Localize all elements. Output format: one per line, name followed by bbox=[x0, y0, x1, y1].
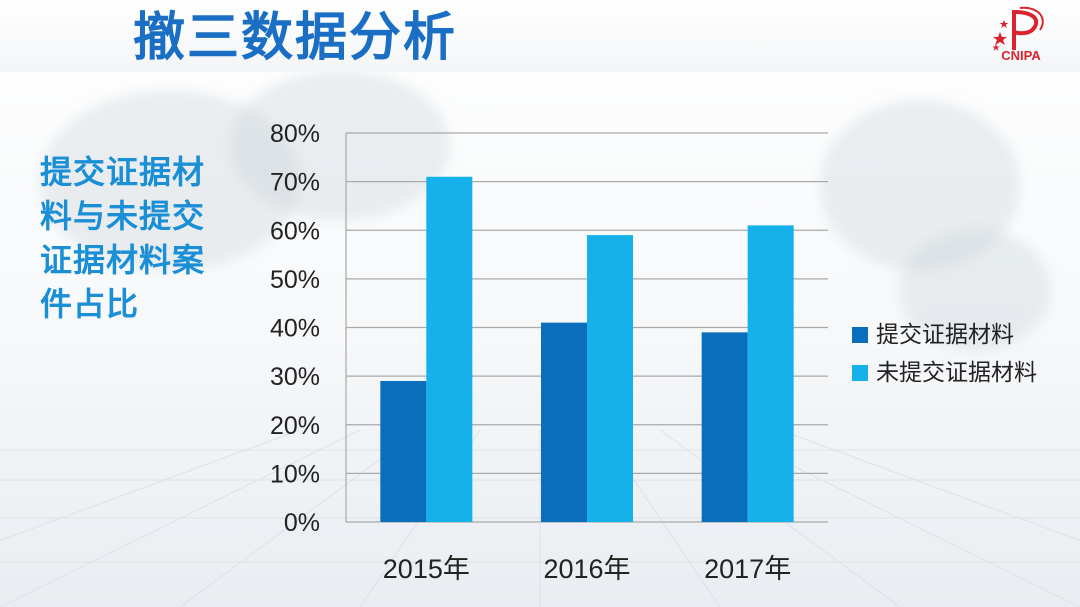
map-decoration bbox=[40, 90, 300, 270]
bar-not-submitted bbox=[587, 235, 633, 523]
legend-label: 提交证据材料 bbox=[876, 321, 1014, 347]
y-tick-label: 80% bbox=[270, 120, 320, 148]
y-tick-label: 30% bbox=[270, 363, 320, 391]
x-tick-label: 2015年 bbox=[383, 554, 470, 584]
x-tick-label: 2016年 bbox=[543, 554, 630, 584]
bar-submitted bbox=[541, 322, 587, 522]
y-tick-label: 10% bbox=[270, 460, 320, 488]
axes: 0% 10% 20% 30% 40% 50% 60% 70% 80% 2015年 2016年 2017… bbox=[270, 120, 791, 584]
legend-swatch bbox=[852, 327, 868, 343]
bar-not-submitted bbox=[426, 176, 473, 522]
y-tick-label: 50% bbox=[270, 266, 320, 294]
map-decoration bbox=[900, 230, 1050, 350]
map-decoration bbox=[820, 100, 1020, 270]
y-tick-label: 60% bbox=[270, 217, 320, 245]
page-title: 撤三数据分析 bbox=[133, 8, 458, 68]
y-tick-label: 0% bbox=[284, 509, 320, 537]
bar-not-submitted bbox=[747, 225, 794, 522]
cnipa-logo-icon bbox=[992, 6, 1044, 51]
bar-submitted bbox=[701, 332, 748, 522]
map-decoration bbox=[230, 70, 450, 220]
legend-label: 未提交证据材料 bbox=[876, 359, 1037, 385]
x-tick-label: 2017年 bbox=[704, 554, 791, 584]
y-tick-label: 20% bbox=[270, 412, 320, 440]
side-title: 提交证据材料与未提交证据材料案件占比 bbox=[40, 153, 206, 323]
legend-swatch bbox=[852, 365, 868, 381]
header-band bbox=[0, 0, 1080, 72]
logo-text: CNIPA bbox=[1001, 48, 1041, 63]
bars bbox=[380, 176, 794, 523]
bar-submitted bbox=[380, 380, 427, 522]
y-tick-label: 40% bbox=[270, 315, 320, 343]
y-tick-label: 70% bbox=[270, 169, 320, 197]
